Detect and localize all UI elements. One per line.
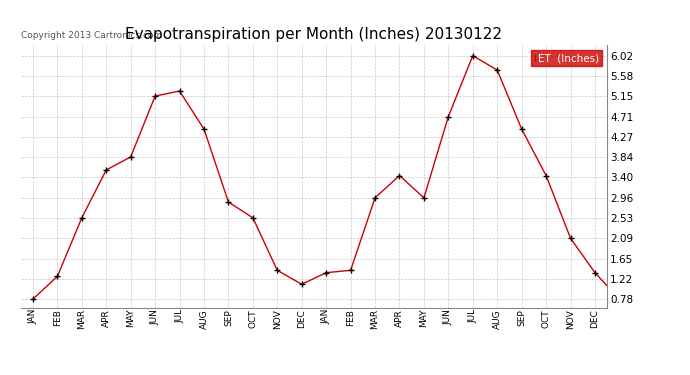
Text: Copyright 2013 Cartronics.com: Copyright 2013 Cartronics.com [21,31,162,40]
Legend: ET  (Inches): ET (Inches) [531,50,602,66]
Title: Evapotranspiration per Month (Inches) 20130122: Evapotranspiration per Month (Inches) 20… [126,27,502,42]
